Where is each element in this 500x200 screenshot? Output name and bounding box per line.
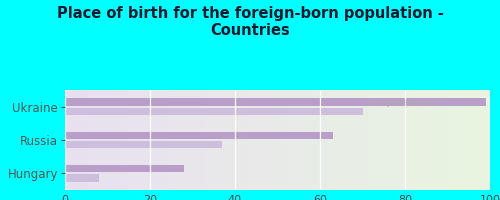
Bar xyxy=(65,174,99,182)
Bar xyxy=(65,98,486,106)
Bar xyxy=(65,141,222,148)
Bar xyxy=(65,132,333,139)
Bar xyxy=(65,165,184,172)
Text: City-Data.com: City-Data.com xyxy=(375,98,440,107)
Bar xyxy=(65,108,362,115)
Text: Place of birth for the foreign-born population -
Countries: Place of birth for the foreign-born popu… xyxy=(56,6,444,38)
